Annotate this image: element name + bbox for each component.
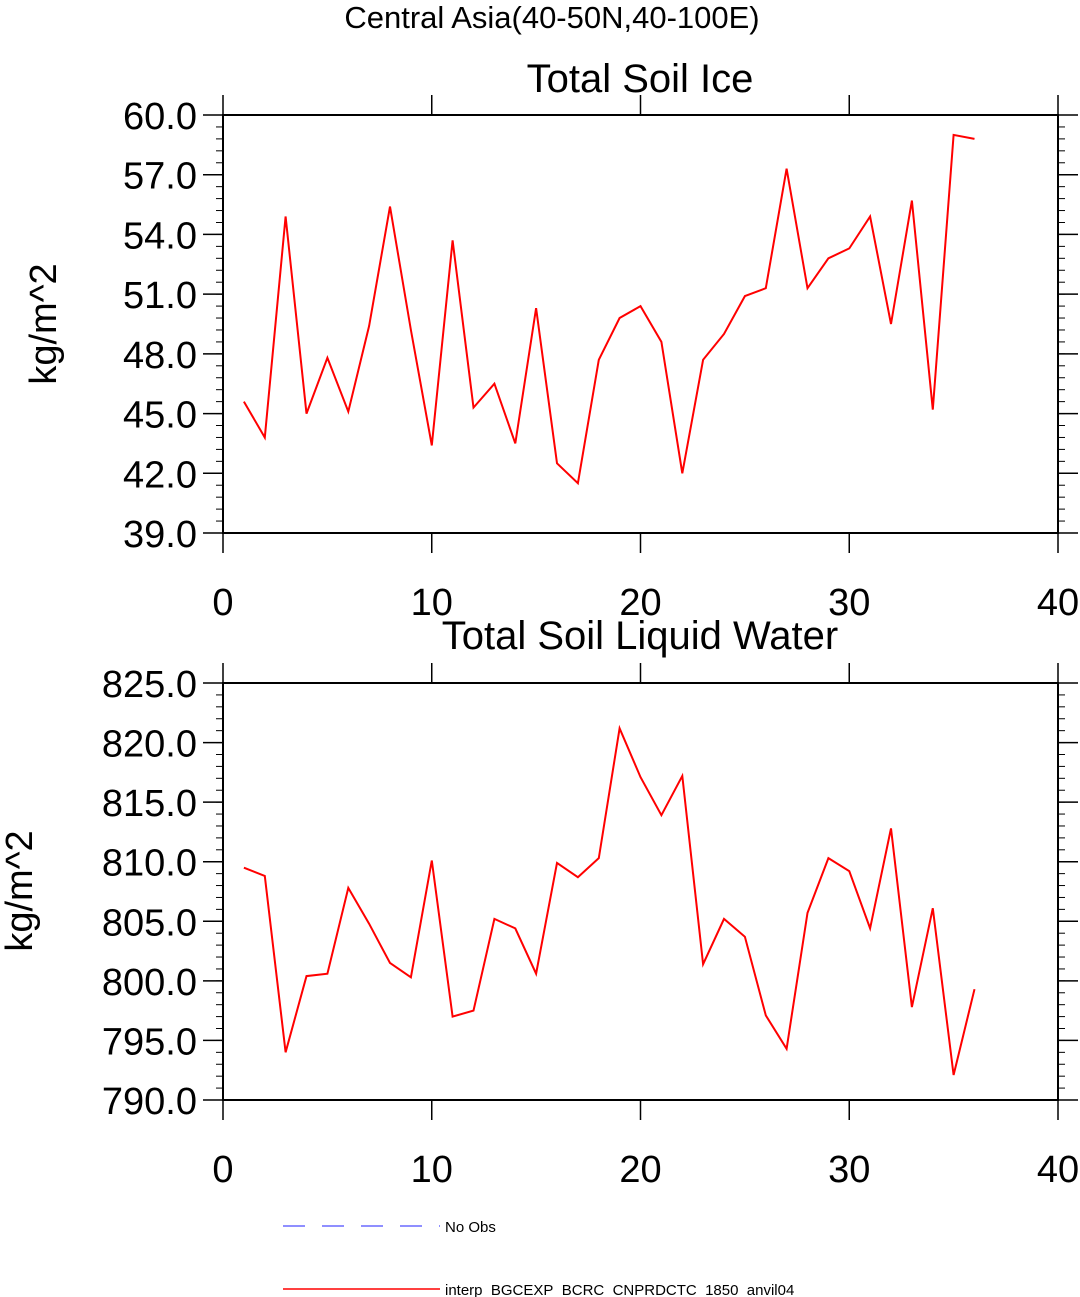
x-tick-label: 30 (828, 1149, 870, 1191)
y-tick-label: 54.0 (123, 215, 197, 257)
plot-frame (222, 114, 1059, 534)
x-tick-label: 10 (411, 1149, 453, 1191)
y-tick-label: 805.0 (102, 902, 197, 944)
y-tick-label: 820.0 (102, 724, 197, 766)
x-tick-label: 0 (212, 1149, 233, 1191)
y-tick-label: 810.0 (102, 843, 197, 885)
y-tick-label: 39.0 (123, 514, 197, 556)
series-line (243, 133, 975, 486)
y-tick-label: 790.0 (102, 1081, 197, 1123)
y-tick-label: 45.0 (123, 395, 197, 437)
panel-total-soil-ice: Total Soil Ice kg/m^2 39.0 42.0 45.0 48.0 51… (23, 57, 1079, 624)
legend: No Obs interp_BGCEXP_BCRC_CNPRDCTC_1850_… (283, 1219, 794, 1297)
panel-total-soil-liquid-water: Total Soil Liquid Water kg/m^2 790.0 795.… (0, 614, 1079, 1191)
y-tick-label: 795.0 (102, 1021, 197, 1063)
y-tick-label: 57.0 (123, 156, 197, 198)
y-tick-label: 48.0 (123, 335, 197, 377)
x-tick-label: 20 (619, 582, 661, 624)
series-line (243, 724, 976, 1076)
panel-title: Total Soil Liquid Water (442, 614, 838, 658)
x-tick-label: 40 (1037, 582, 1079, 624)
y-axis-label: kg/m^2 (0, 830, 41, 951)
panel-title: Total Soil Ice (527, 57, 754, 101)
y-tick-label: 800.0 (102, 962, 197, 1004)
y-tick-label: 42.0 (123, 454, 197, 496)
legend-label-model: interp_BGCEXP_BCRC_CNPRDCTC_1850_anvil04 (445, 1282, 794, 1297)
x-tick-label: 0 (212, 582, 233, 624)
y-axis-label: kg/m^2 (23, 263, 65, 384)
y-tick-label: 51.0 (123, 275, 197, 317)
x-tick-label: 30 (828, 582, 870, 624)
y-tick-label: 825.0 (102, 664, 197, 706)
x-tick-label: 20 (619, 1149, 661, 1191)
figure-title: Central Asia(40-50N,40-100E) (344, 0, 759, 35)
legend-label-no-obs: No Obs (445, 1219, 496, 1236)
x-tick-label: 10 (411, 582, 453, 624)
y-tick-label: 60.0 (123, 96, 197, 138)
x-tick-label: 40 (1037, 1149, 1079, 1191)
y-tick-label: 815.0 (102, 783, 197, 825)
